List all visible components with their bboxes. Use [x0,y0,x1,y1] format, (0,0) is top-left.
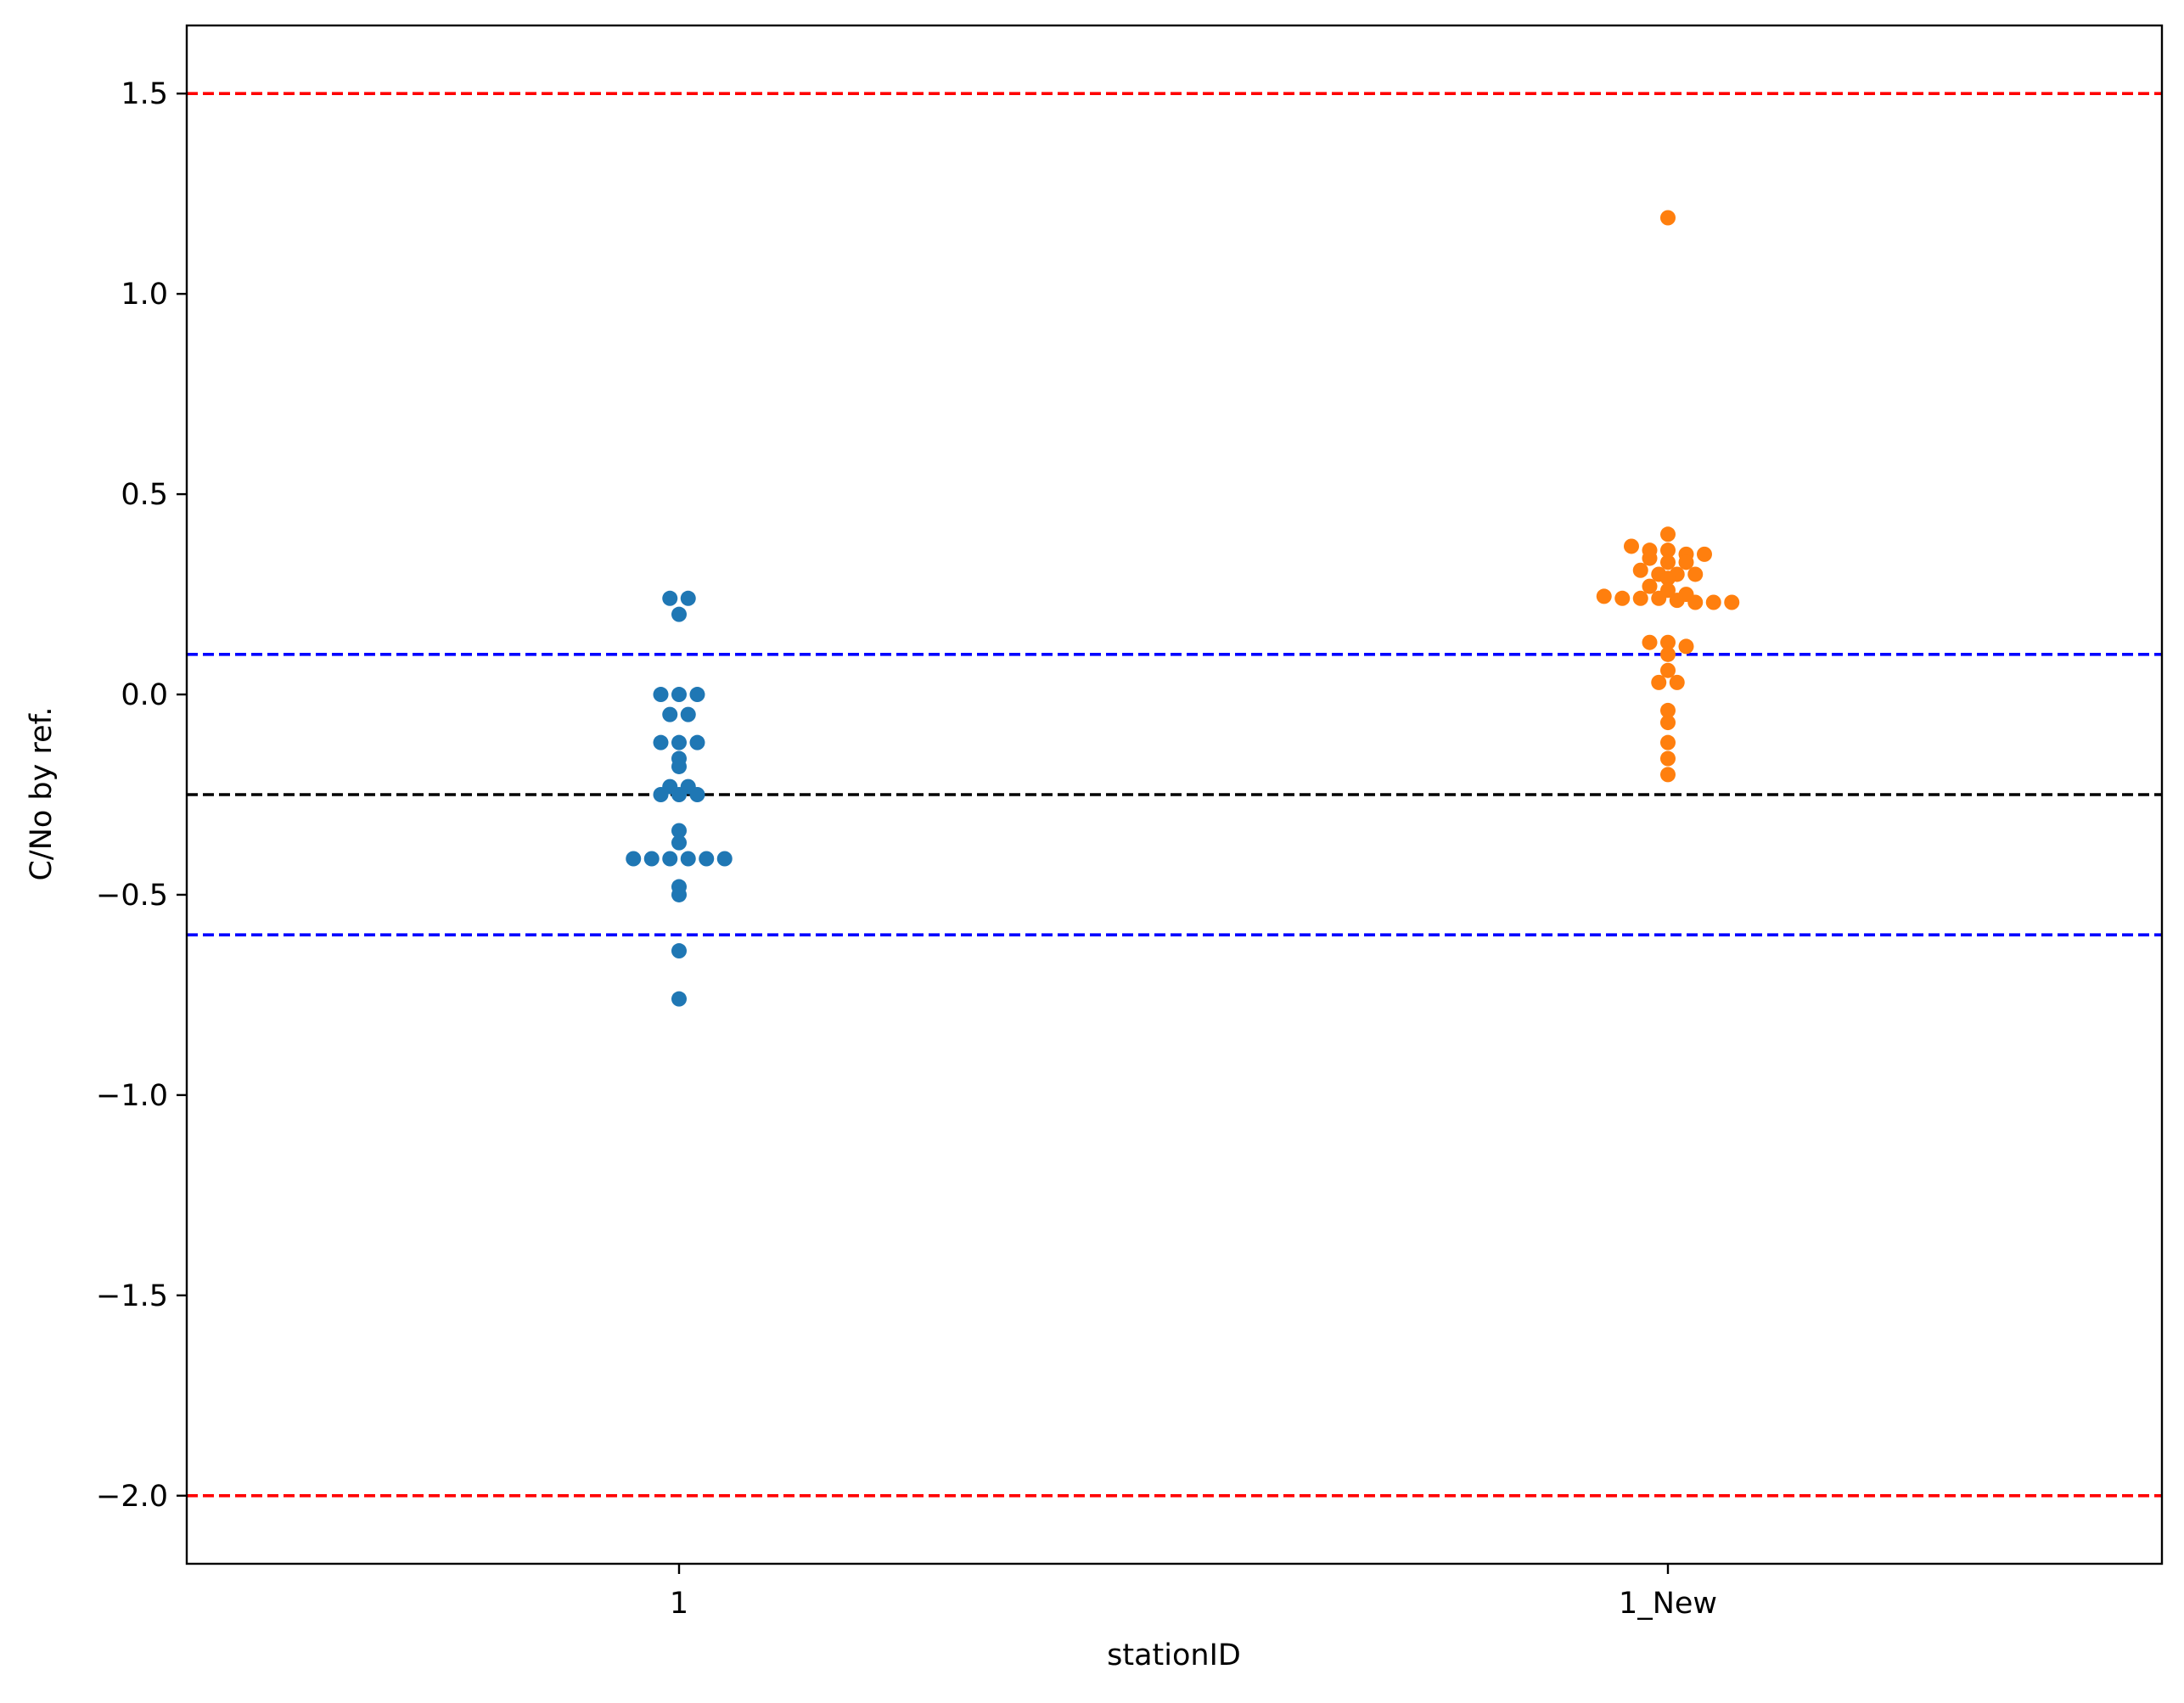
data-point [1651,590,1667,606]
data-point [1632,562,1648,578]
data-point [1669,593,1685,609]
data-point [626,851,642,867]
data-point [1697,546,1712,562]
y-tick-label: −1.0 [96,1079,168,1113]
data-point [662,706,678,722]
data-point [680,706,696,722]
data-point [1660,210,1676,226]
data-point [1660,750,1676,767]
data-point [1624,538,1639,554]
data-point [689,687,705,703]
data-point [1660,662,1676,678]
data-point [671,886,687,902]
data-point [1596,588,1612,604]
data-point [1614,590,1631,606]
data-point [653,734,669,750]
data-point [643,851,660,867]
plot-area-frame [185,24,2164,1565]
data-point [1660,526,1676,542]
data-point [1632,590,1648,606]
data-point [716,851,733,867]
data-point [1660,634,1676,650]
y-tick-label: −2.0 [96,1480,168,1514]
x-axis-label: stationID [1107,1638,1241,1672]
data-point [1678,638,1694,655]
data-points [626,210,1740,1007]
data-point [1642,634,1658,650]
data-point [689,734,705,750]
data-point [671,606,687,622]
y-tick-label: −1.5 [96,1279,168,1313]
data-point [1687,594,1704,610]
data-point [653,687,669,703]
data-point [1642,550,1658,566]
data-point [1651,674,1667,690]
data-point [671,943,687,959]
data-point [680,851,696,867]
data-point [671,835,687,851]
data-point [1669,674,1685,690]
data-point [1705,594,1721,610]
reference-lines [187,92,2162,1498]
data-point [1724,594,1740,610]
data-point [662,851,678,867]
data-point [1660,570,1676,587]
y-tick-label: −0.5 [96,879,168,913]
data-point [1660,554,1676,570]
data-point [1642,578,1658,594]
data-point [689,787,705,802]
data-point [671,823,687,839]
data-point [680,590,696,606]
y-tick-label: 1.5 [121,77,168,111]
data-point [1678,554,1694,570]
data-point [671,787,687,802]
data-point [1660,646,1676,662]
y-tick-label: 0.5 [121,478,168,512]
y-axis: 1.5 1.0 0.5 0.0 −0.5 −1.0 −1.5 −2.0 [96,77,187,1514]
data-point [1660,542,1676,559]
data-point [1687,566,1704,582]
data-point [1660,734,1676,750]
y-axis-label: C/No by ref. [25,706,59,880]
y-tick-label: 0.0 [121,678,168,712]
y-tick-label: 1.0 [121,278,168,312]
x-axis: 1 1_New [670,1564,1717,1621]
data-point [671,991,687,1007]
data-point [1660,702,1676,718]
data-point [1660,715,1676,731]
data-point [1660,767,1676,783]
data-point [671,758,687,774]
data-point [699,851,715,867]
data-point [671,734,687,750]
data-point [653,787,669,802]
data-point [671,687,687,703]
x-tick-label: 1 [670,1587,688,1621]
x-tick-label: 1_New [1619,1587,1717,1621]
data-point [662,590,678,606]
